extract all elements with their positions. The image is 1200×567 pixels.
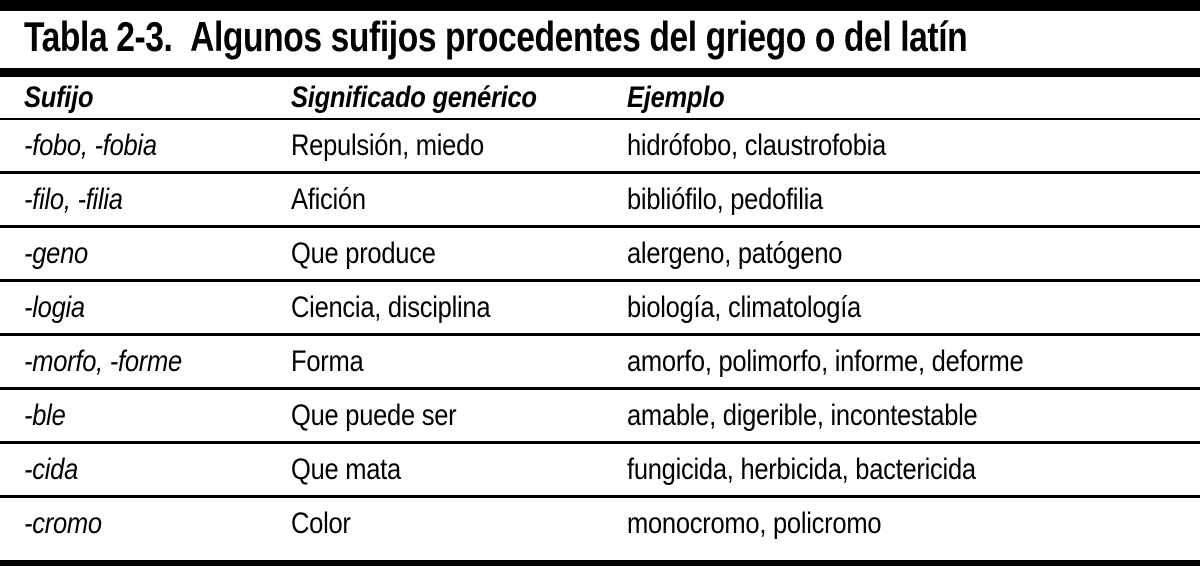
cell-sufijo: -filo, -filia	[24, 182, 123, 216]
table-title: Tabla 2-3. Algunos sufijos procedentes de…	[24, 13, 968, 61]
cell-sufijo: -geno	[24, 236, 88, 270]
cell-sufijo: -morfo, -forme	[24, 344, 182, 378]
cell-significado: Que puede ser	[291, 398, 457, 432]
table-number: Tabla 2-3.	[24, 13, 173, 60]
table-row: -fobo, -fobia Repulsión, miedo hidrófobo…	[0, 120, 1200, 174]
cell-ejemplo: amorfo, polimorfo, informe, deforme	[627, 344, 1024, 378]
cell-significado: Color	[291, 506, 351, 540]
cell-sufijo: -logia	[24, 290, 85, 324]
cell-ejemplo: hidrófobo, claustrofobia	[627, 128, 886, 162]
cell-sufijo: -cida	[24, 452, 79, 486]
cell-significado: Que produce	[291, 236, 436, 270]
bottom-rule-bar	[0, 560, 1200, 566]
title-separator-bar	[0, 68, 1200, 77]
cell-ejemplo: bibliófilo, pedofilia	[627, 182, 823, 216]
cell-sufijo: -cromo	[24, 506, 102, 540]
header-cell-sufijo: Sufijo	[24, 80, 94, 114]
table-row: -geno Que produce alergeno, patógeno	[0, 228, 1200, 282]
cell-significado: Ciencia, disciplina	[291, 290, 491, 324]
top-rule-bar	[0, 0, 1200, 11]
table-row: -logia Ciencia, disciplina biología, cli…	[0, 282, 1200, 336]
table-row: -cida Que mata fungicida, herbicida, bac…	[0, 444, 1200, 498]
cell-ejemplo: biología, climatología	[627, 290, 861, 324]
cell-significado: Forma	[291, 344, 364, 378]
header-cell-significado: Significado genérico	[291, 80, 537, 114]
table-header-row: Sufijo Significado genérico Ejemplo	[0, 77, 1200, 120]
cell-significado: Repulsión, miedo	[291, 128, 484, 162]
cell-ejemplo: amable, digerible, incontestable	[627, 398, 978, 432]
cell-ejemplo: monocromo, policromo	[627, 506, 882, 540]
header-cell-ejemplo: Ejemplo	[627, 80, 725, 114]
suffix-table: Sufijo Significado genérico Ejemplo -fob…	[0, 77, 1200, 549]
cell-significado: Que mata	[291, 452, 401, 486]
table-row: -morfo, -forme Forma amorfo, polimorfo, …	[0, 336, 1200, 390]
table-title-text: Algunos sufijos procedentes del griego o…	[190, 13, 968, 60]
cell-ejemplo: alergeno, patógeno	[627, 236, 843, 270]
table-row: -cromo Color monocromo, policromo	[0, 498, 1200, 549]
table-row: -filo, -filia Afición bibliófilo, pedofi…	[0, 174, 1200, 228]
table-row: -ble Que puede ser amable, digerible, in…	[0, 390, 1200, 444]
cell-sufijo: -fobo, -fobia	[24, 128, 157, 162]
cell-ejemplo: fungicida, herbicida, bactericida	[627, 452, 976, 486]
cell-sufijo: -ble	[24, 398, 66, 432]
cell-significado: Afición	[291, 182, 366, 216]
